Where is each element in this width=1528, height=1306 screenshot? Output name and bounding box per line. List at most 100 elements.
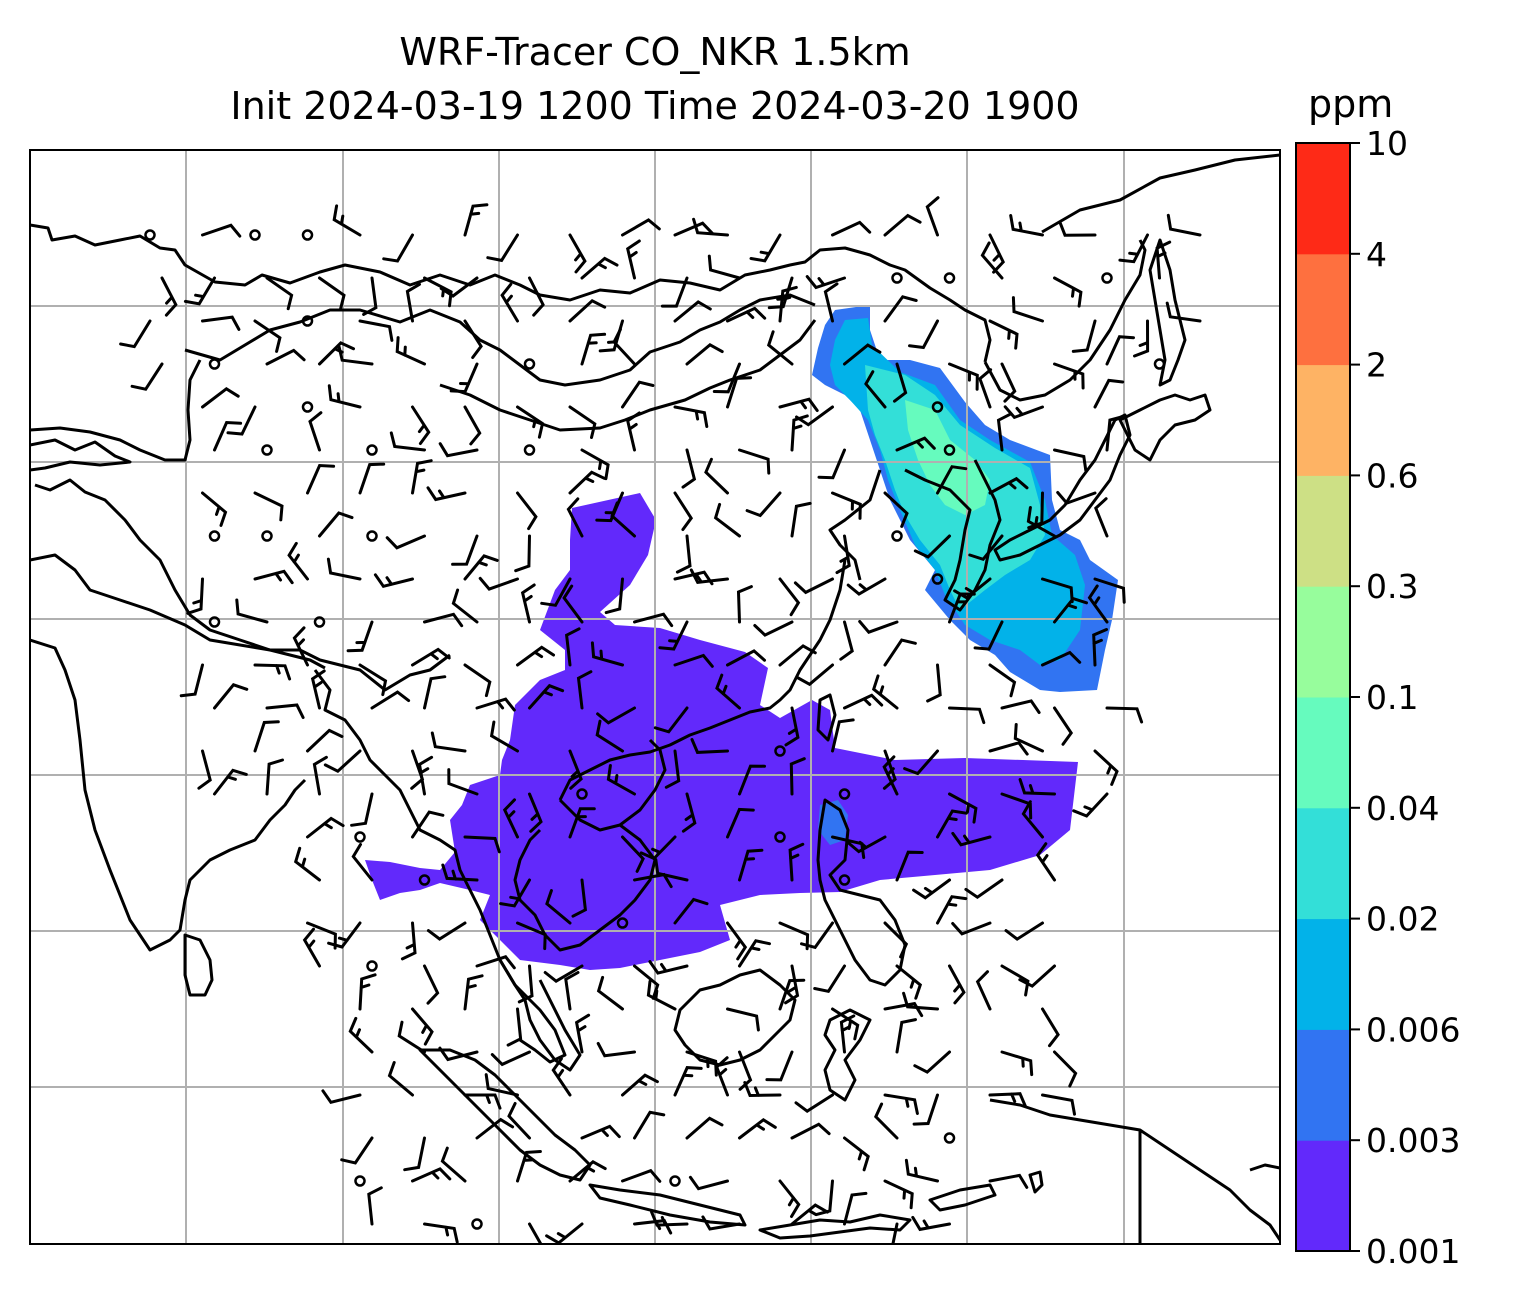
- wind-barb: [562, 584, 584, 624]
- wind-barb: [673, 221, 714, 237]
- coast-korea: [904, 459, 1002, 612]
- wind-barb: [883, 921, 909, 959]
- wind-barb: [1035, 842, 1056, 882]
- wind-barb: [596, 706, 636, 725]
- wind-barb: [540, 577, 572, 607]
- coast-java: [588, 1183, 747, 1227]
- wind-barb: [895, 850, 924, 882]
- wind-barb: [1053, 706, 1074, 746]
- wind-barb: [805, 275, 846, 290]
- wind-barb: [675, 534, 692, 574]
- wind-barb: [514, 534, 531, 573]
- wind-barb: [814, 1179, 834, 1217]
- wind-barb: [968, 534, 1004, 562]
- wind-barb: [835, 534, 851, 575]
- calm-wind-marker: [523, 358, 536, 370]
- wind-barb: [596, 1042, 636, 1058]
- wind-barb: [685, 1050, 718, 1077]
- wind-barb: [778, 644, 817, 667]
- wind-barb: [701, 1215, 741, 1231]
- wind-barb: [621, 380, 655, 409]
- wind-barb: [478, 576, 519, 591]
- wind-barb: [302, 927, 321, 968]
- wind-barb: [1053, 362, 1085, 390]
- wind-barb: [688, 1175, 729, 1191]
- wind-barb: [817, 448, 846, 480]
- wind-barb: [707, 254, 741, 280]
- wind-barb: [1094, 497, 1109, 538]
- wind-barb: [673, 1066, 703, 1097]
- colorbar-unit: ppm: [1308, 82, 1394, 126]
- wind-barb: [463, 319, 483, 359]
- wind-barb: [528, 792, 543, 833]
- wind-barb: [726, 649, 766, 667]
- wind-barb: [411, 1007, 434, 1046]
- wind-barb: [626, 411, 641, 452]
- wind-barb: [621, 1168, 662, 1183]
- wind-barb: [988, 476, 1029, 495]
- wind-barb: [846, 577, 887, 596]
- wind-barb: [658, 620, 689, 651]
- wind-barb: [790, 1203, 829, 1226]
- calm-wind-marker: [301, 315, 314, 327]
- map-gridlines: [30, 150, 1280, 1244]
- wind-barb: [794, 1093, 834, 1114]
- wind-barb: [382, 233, 414, 263]
- wind-barb: [486, 233, 519, 263]
- wind-barb: [1018, 778, 1056, 796]
- calm-wind-marker: [943, 272, 956, 284]
- wind-barb: [201, 223, 242, 238]
- wind-barb: [1072, 792, 1109, 818]
- wind-barb: [1041, 577, 1074, 604]
- border-inner-mongolia: [439, 319, 817, 432]
- wind-barb: [895, 436, 936, 452]
- wind-barb: [571, 878, 588, 918]
- wind-barb: [528, 276, 545, 317]
- wind-barb: [639, 835, 677, 861]
- wind-barb: [843, 343, 882, 366]
- wind-barb: [451, 534, 479, 566]
- map-area: [30, 150, 1280, 1244]
- wind-barb: [890, 1222, 899, 1244]
- calm-wind-marker: [144, 229, 156, 241]
- wind-barb: [685, 342, 724, 366]
- wind-barb: [626, 239, 641, 280]
- wind-barb: [197, 749, 212, 790]
- wind-barb: [451, 588, 479, 624]
- wind-barb: [308, 411, 323, 452]
- wind-barb: [551, 1057, 572, 1097]
- wind-barb: [1058, 220, 1097, 237]
- wind-barb: [653, 706, 689, 734]
- wind-barb: [1000, 964, 1030, 997]
- wind-barb: [568, 405, 597, 439]
- wind-barb: [463, 1093, 502, 1110]
- calm-wind-marker: [669, 1175, 681, 1187]
- wind-barb: [895, 964, 923, 1000]
- wind-barb: [400, 921, 417, 961]
- wind-barb: [351, 843, 374, 882]
- wind-barb: [580, 256, 619, 280]
- coast-sulawesi: [823, 1008, 872, 1102]
- wind-barb: [373, 573, 414, 589]
- wind-barb: [800, 921, 834, 950]
- wind-barb: [516, 921, 547, 951]
- wind-barb: [978, 368, 993, 409]
- calm-wind-marker: [313, 616, 326, 628]
- wind-barb: [738, 1050, 753, 1091]
- wind-barb: [926, 663, 942, 703]
- calm-wind-marker: [208, 530, 221, 542]
- wind-barb: [736, 585, 753, 624]
- wind-barb: [714, 1056, 729, 1097]
- wind-barb: [988, 319, 1019, 350]
- wind-barb: [568, 1159, 607, 1183]
- island-sri-lanka: [183, 933, 214, 997]
- calm-wind-marker: [616, 917, 629, 929]
- wind-barb: [358, 319, 394, 342]
- coastlines: [30, 153, 1280, 1244]
- wind-barb: [738, 939, 771, 968]
- coast-lesser-sunda: [758, 1213, 912, 1240]
- wind-barb: [904, 1158, 939, 1183]
- wind-barb: [516, 1150, 542, 1183]
- colorbar-tick-label: 0.04: [1366, 789, 1439, 828]
- wind-barb: [475, 955, 516, 970]
